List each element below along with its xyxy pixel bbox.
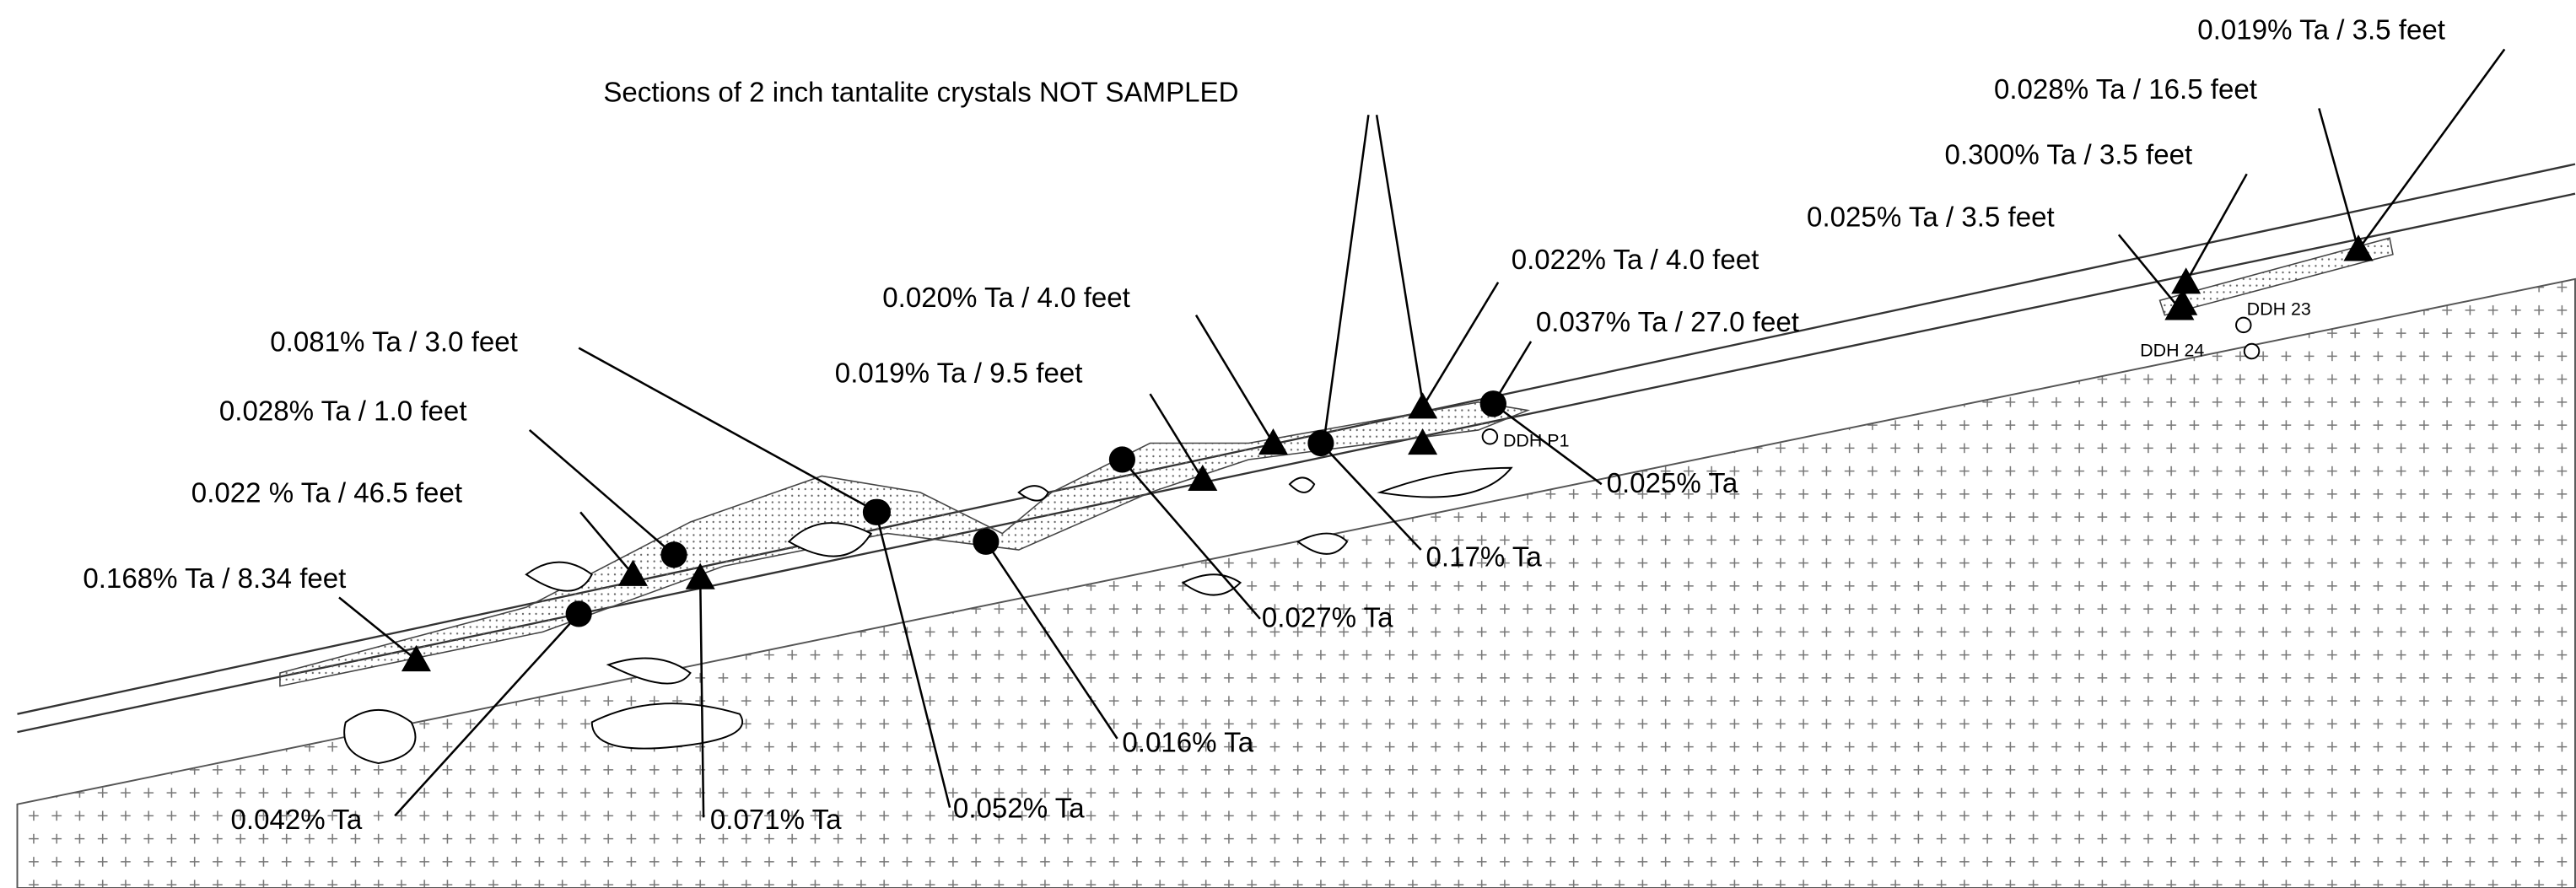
drill-hole-label: DDH 24 <box>2140 340 2204 360</box>
sample-label: 0.019% Ta / 9.5 feet <box>835 358 1083 390</box>
sample-label: 0.071% Ta <box>710 805 842 836</box>
drill-hole-label: DDH 23 <box>2247 299 2311 320</box>
sample-label: 0.052% Ta <box>953 793 1085 824</box>
sample-label: 0.042% Ta <box>231 805 363 836</box>
sample-label: 0.081% Ta / 3.0 feet <box>270 327 518 358</box>
sample-circle <box>660 541 687 568</box>
sample-label: 0.300% Ta / 3.5 feet <box>1945 140 2193 171</box>
sample-label: 0.022 % Ta / 46.5 feet <box>191 478 462 509</box>
cross-section: Sections of 2 inch tantalite crystals NO… <box>0 0 2576 888</box>
sample-label: 0.17% Ta <box>1425 542 1542 573</box>
sample-label: 0.027% Ta <box>1262 603 1393 634</box>
sample-circle <box>863 499 889 525</box>
sample-label: 0.025% Ta <box>1607 468 1738 499</box>
drill-hole <box>2245 344 2260 359</box>
sample-label: 0.028% Ta / 16.5 feet <box>1994 74 2257 105</box>
sample-label: 0.020% Ta / 4.0 feet <box>882 283 1130 314</box>
sample-circle <box>973 529 999 555</box>
drill-hole-label: DDH P1 <box>1503 430 1570 450</box>
sample-label: 0.022% Ta / 4.0 feet <box>1512 245 1760 276</box>
page: Sections of 2 inch tantalite crystals NO… <box>0 0 2576 888</box>
sample-label: 0.037% Ta / 27.0 feet <box>1536 307 1799 338</box>
sample-label: 0.019% Ta / 3.5 feet <box>2197 15 2445 46</box>
sample-circle <box>1109 446 1135 472</box>
sample-label: 0.016% Ta <box>1122 727 1253 758</box>
sample-label: 0.168% Ta / 8.34 feet <box>83 563 346 595</box>
sample-circle <box>566 600 592 627</box>
drill-hole <box>2236 318 2251 333</box>
drill-hole <box>1483 429 1498 444</box>
sample-circle <box>1480 390 1506 417</box>
title: Sections of 2 inch tantalite crystals NO… <box>603 78 1238 109</box>
sample-label: 0.025% Ta / 3.5 feet <box>1807 202 2055 234</box>
sample-circle <box>1307 430 1334 456</box>
sample-label: 0.028% Ta / 1.0 feet <box>219 396 467 427</box>
